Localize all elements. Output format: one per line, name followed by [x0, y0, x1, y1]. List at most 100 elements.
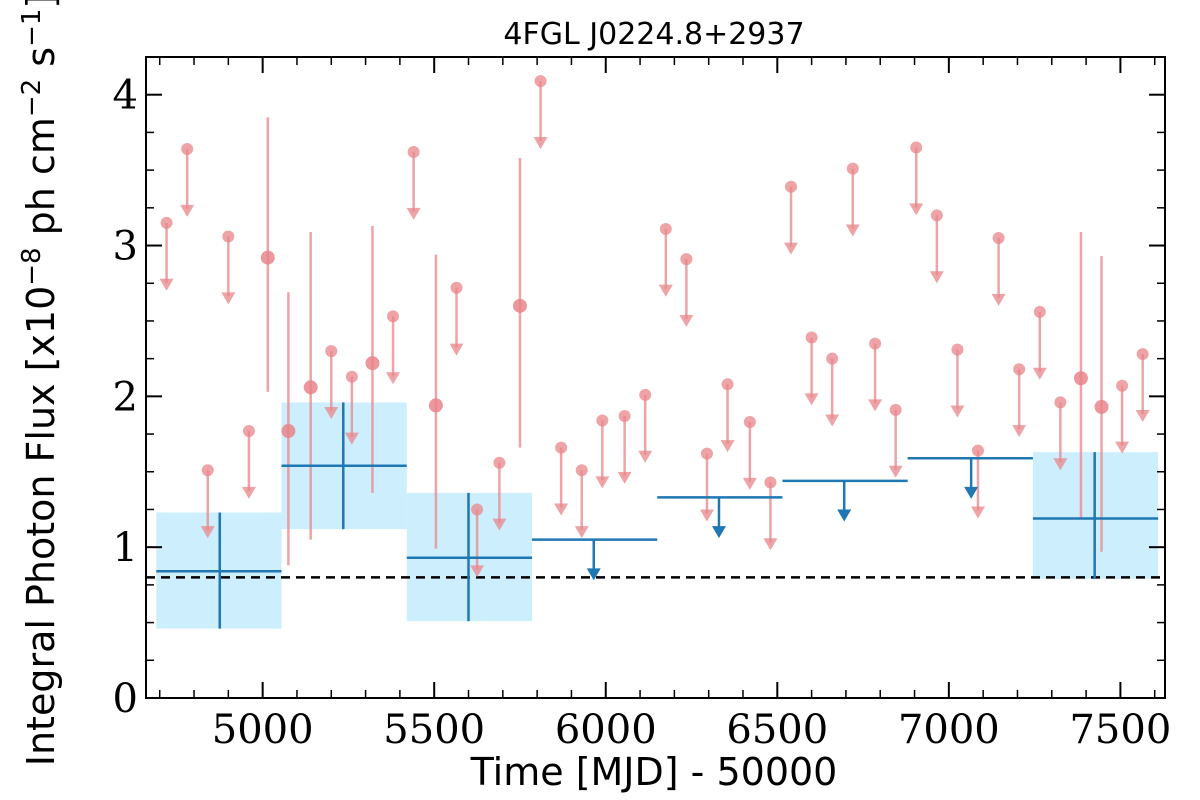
- short-bin-upper-limit-point: [596, 414, 609, 427]
- short-bin-upper-limit-arrow: [200, 526, 215, 539]
- short-bin-detection-point: [1094, 399, 1109, 414]
- y-axis-label-end: ]: [19, 0, 63, 9]
- plot-frame: [145, 56, 1166, 699]
- y-axis-label-text: Integral Photon Flux [x10: [19, 286, 63, 767]
- short-bin-upper-limit-arrow: [406, 207, 421, 220]
- short-bin-detection-point: [1073, 371, 1088, 386]
- x-axis-label: Time [MJD] - 50000: [470, 750, 838, 794]
- short-bin-detection-point: [281, 424, 296, 439]
- short-bin-upper-limit-arrow: [868, 399, 883, 412]
- short-bin-upper-limit-arrow: [991, 293, 1006, 306]
- short-bin-upper-limit-arrow: [720, 440, 735, 453]
- short-bin-upper-limit-arrow: [909, 203, 924, 216]
- short-bin-upper-limit-arrow: [658, 284, 673, 297]
- short-bin-detection-point: [260, 250, 275, 265]
- short-bin-upper-limit-arrow: [221, 292, 236, 305]
- short-bin-upper-limit-point: [764, 476, 777, 489]
- short-bin-upper-limit-point: [680, 253, 693, 266]
- short-bin-upper-limit-arrow: [159, 278, 174, 291]
- short-bin-upper-limit-point: [951, 343, 964, 356]
- y-tick-label: 4: [113, 73, 138, 119]
- short-bin-upper-limit-arrow: [449, 343, 464, 356]
- short-bin-upper-limit-arrow: [180, 204, 195, 217]
- x-tick-label: 5500: [383, 707, 485, 753]
- y-tick-label: 0: [113, 676, 138, 722]
- y-axis-label-unit: ph cm: [19, 117, 63, 247]
- short-bin-upper-limit-point: [805, 331, 818, 344]
- short-bin-upper-limit-arrow: [971, 506, 986, 519]
- short-bin-upper-limit-arrow: [888, 465, 903, 478]
- short-bin-upper-limit-point: [181, 143, 194, 156]
- short-bin-upper-limit-arrow: [533, 137, 548, 150]
- short-bin-upper-limit-point: [659, 222, 672, 235]
- short-bin-upper-limit-arrow: [763, 538, 778, 551]
- short-bin-upper-limit-arrow: [950, 405, 965, 418]
- short-bin-detection-point: [303, 380, 318, 395]
- short-bin-upper-limit-point: [846, 162, 859, 175]
- short-bin-upper-limit-arrow: [679, 314, 694, 327]
- short-bin-upper-limit-arrow: [617, 471, 632, 484]
- short-bin-upper-limit-point: [992, 231, 1005, 244]
- short-bin-upper-limit-point: [889, 403, 902, 416]
- short-bin-upper-limit-point: [785, 180, 798, 193]
- short-bin-upper-limit-point: [618, 409, 631, 422]
- short-bin-upper-limit-arrow: [554, 503, 569, 516]
- short-bin-upper-limit-point: [555, 441, 568, 454]
- short-bin-upper-limit-arrow: [845, 224, 860, 237]
- short-bin-upper-limit-point: [910, 141, 923, 154]
- short-bin-upper-limit-arrow: [595, 476, 610, 489]
- short-bin-upper-limit-point: [743, 415, 756, 428]
- long-bin-upper-limit-arrow: [711, 526, 726, 539]
- short-bin-upper-limit-point: [639, 388, 652, 401]
- short-bin-upper-limit-point: [534, 75, 547, 88]
- short-bin-upper-limit-point: [407, 146, 420, 159]
- x-tick-label: 6000: [555, 707, 657, 753]
- short-bin-upper-limit-point: [345, 370, 358, 383]
- short-bin-upper-limit-arrow: [1135, 409, 1150, 422]
- short-bin-upper-limit-point: [930, 209, 943, 222]
- short-bin-upper-limit-arrow: [574, 526, 589, 539]
- y-axis-label-exponent-2: −2: [17, 79, 47, 117]
- short-bin-upper-limit-point: [450, 281, 463, 294]
- short-bin-upper-limit-arrow: [929, 271, 944, 284]
- short-bin-detection-point: [365, 356, 380, 371]
- long-bin-upper-limit-arrow: [964, 486, 979, 499]
- short-bin-upper-limit-arrow: [344, 432, 359, 445]
- short-bin-upper-limit-arrow: [1115, 441, 1130, 454]
- short-bin-upper-limit-point: [1136, 348, 1149, 361]
- short-bin-upper-limit-arrow: [699, 509, 714, 522]
- short-bin-upper-limit-arrow: [386, 372, 401, 385]
- x-tick-label: 7500: [1069, 707, 1171, 753]
- short-bin-upper-limit-point: [1033, 305, 1046, 318]
- short-bin-upper-limit-arrow: [804, 393, 819, 406]
- short-bin-upper-limit-point: [1054, 396, 1067, 409]
- x-tick-label: 6500: [726, 707, 828, 753]
- short-bin-upper-limit-arrow: [1032, 367, 1047, 380]
- y-tick-label: 3: [113, 224, 138, 270]
- short-bin-upper-limit-point: [160, 216, 173, 229]
- short-bin-upper-limit-point: [242, 425, 255, 438]
- y-tick-label: 2: [113, 374, 138, 420]
- short-bin-detection-point: [512, 298, 527, 313]
- short-bin-upper-limit-point: [972, 444, 985, 457]
- short-bin-upper-limit-point: [493, 456, 506, 469]
- axis-ticks: 5000 5500 6000 6500 7000 7500 0 1 2 3 4: [113, 57, 1171, 753]
- short-bin-upper-limit-arrow: [742, 477, 757, 490]
- short-bin-detection-point: [428, 398, 443, 413]
- y-axis-label: Integral Photon Flux [x10−8 ph cm−2 s−1]: [17, 0, 63, 766]
- short-bin-upper-limit-point: [1116, 379, 1129, 392]
- short-bin-upper-limit-arrow: [241, 486, 256, 499]
- plot-area: [146, 75, 1165, 629]
- y-axis-label-exponent: −8: [17, 247, 47, 285]
- x-tick-label: 7000: [898, 707, 1000, 753]
- short-bin-upper-limit-point: [1013, 363, 1026, 376]
- short-bin-upper-limit-point: [721, 378, 734, 391]
- chart-title: 4FGL J0224.8+2937: [503, 17, 804, 52]
- short-bin-upper-limit-arrow: [324, 406, 339, 419]
- short-bin-upper-limit-point: [222, 230, 235, 243]
- short-bin-upper-limit-point: [387, 310, 400, 323]
- x-tick-label: 5000: [212, 707, 314, 753]
- long-bin-upper-limit-arrow: [586, 568, 601, 581]
- y-tick-label: 1: [113, 525, 138, 571]
